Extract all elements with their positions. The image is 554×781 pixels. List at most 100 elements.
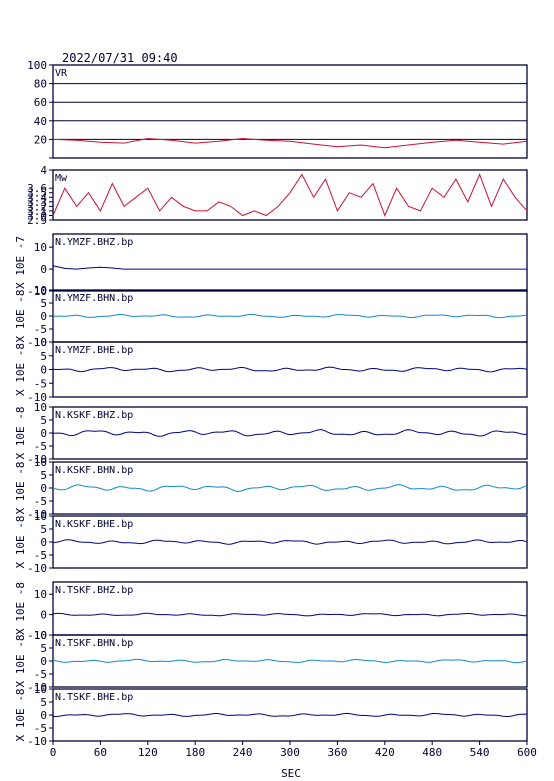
y-axis-label: X 10E -7 (14, 236, 27, 289)
y-tick-label: 3.0 (27, 209, 47, 222)
y-axis-label: X 10E -8 (14, 516, 27, 569)
panel-8: -10 0 10 N.TSKF.BHZ.bp X 10E -8 (14, 581, 528, 642)
y-tick-label: 0 (40, 427, 47, 440)
y-tick-label: 3.4 (27, 191, 47, 204)
y-tick-label: 100 (27, 59, 47, 72)
x-tick-label: 480 (422, 746, 442, 759)
y-tick-label: -10 (27, 391, 47, 404)
y-tick-label: -10 (27, 336, 47, 349)
y-tick-label: -10 (27, 629, 47, 642)
panel-title: N.TSKF.BHZ.bp (55, 585, 133, 596)
y-tick-label: 80 (34, 78, 47, 91)
y-tick-label: 60 (34, 96, 47, 109)
y-tick-label: -5 (34, 722, 47, 735)
panel-title: N.KSKF.BHZ.bp (55, 410, 133, 421)
x-tick-label: 180 (185, 746, 205, 759)
y-axis-label: X 10E -8 (14, 462, 27, 515)
x-axis-label: SEC (281, 767, 301, 780)
y-tick-label: -10 (27, 735, 47, 748)
y-tick-label: 0 (40, 655, 47, 668)
y-tick-label: 10 (34, 683, 47, 696)
y-tick-label: 10 (34, 629, 47, 642)
y-tick-label: 5 (40, 642, 47, 655)
y-tick-label: -5 (34, 549, 47, 562)
y-tick-label: 3.3 (27, 196, 47, 209)
panel-frame (52, 64, 528, 159)
series-line (52, 612, 527, 617)
panel-1: 2.93.03.13.23.33.43.53.6 4 Mw (27, 164, 528, 227)
series-line (52, 366, 528, 373)
y-tick-label: 3.1 (27, 205, 47, 218)
panel-title: N.TSKF.BHN.bp (55, 638, 133, 649)
y-tick-label: 5 (40, 469, 47, 482)
x-tick-label: 600 (517, 746, 537, 759)
y-tick-label: -5 (34, 323, 47, 336)
series-line (52, 313, 528, 319)
series-line (53, 429, 528, 437)
y-tick-label: 5 (40, 414, 47, 427)
x-tick-label: 60 (94, 746, 107, 759)
y-tick-label: 0 (40, 536, 47, 549)
y-tick-label: 0 (40, 263, 47, 276)
timestamp: 2022/07/31 09:40 (62, 51, 178, 65)
x-tick-label: 540 (470, 746, 490, 759)
series-line (52, 658, 528, 664)
y-axis-label: X 10E -8 (14, 689, 27, 742)
y-tick-label: 10 (34, 336, 47, 349)
y-tick-label: 0 (40, 310, 47, 323)
y-axis-label: X 10E -8 (14, 407, 27, 460)
y-tick-label: 10 (34, 588, 47, 601)
y-tick-label: 10 (34, 456, 47, 469)
y-tick-label: -5 (34, 440, 47, 453)
y-tick-label: -5 (34, 377, 47, 390)
panel-2: -10 0 10 N.YMZF.BHZ.bp X 10E -7 (14, 233, 528, 298)
y-tick-label: -10 (27, 562, 47, 575)
panel-title: VR (55, 68, 68, 79)
x-tick-label: 240 (233, 746, 253, 759)
series-line (52, 484, 528, 492)
panel-title: N.YMZF.BHZ.bp (55, 237, 133, 248)
y-tick-label: 5 (40, 696, 47, 709)
y-tick-label: 3.5 (27, 187, 47, 200)
y-axis-label: X 10E -8 (14, 582, 27, 635)
series-line (52, 539, 528, 545)
y-axis-label: X 10E -8 (14, 635, 27, 688)
y-tick-label: 10 (34, 510, 47, 523)
y-tick-label: 10 (34, 241, 47, 254)
y-tick-label: 10 (34, 284, 47, 297)
panel-title: Mw (55, 173, 68, 184)
y-tick-label: 5 (40, 350, 47, 363)
y-tick-label: -10 (27, 508, 47, 521)
y-tick-label: -10 (27, 285, 47, 298)
y-tick-label: 0 (40, 709, 47, 722)
y-tick-label: 3.2 (27, 200, 47, 213)
y-tick-label: 0 (40, 364, 47, 377)
panel-title: N.KSKF.BHE.bp (55, 519, 133, 530)
y-tick-label: 2.9 (27, 214, 47, 227)
x-tick-label: 120 (138, 746, 158, 759)
y-tick-label: 3.6 (27, 182, 47, 195)
y-tick-label: 4 (40, 164, 47, 177)
series-line (52, 137, 528, 149)
series-line (52, 712, 527, 717)
panel-title: N.YMZF.BHE.bp (55, 345, 133, 356)
y-tick-label: 0 (40, 482, 47, 495)
y-tick-label: 5 (40, 297, 47, 310)
y-tick-label: 0 (40, 609, 47, 622)
y-tick-label: -5 (34, 668, 47, 681)
x-tick-label: 420 (375, 746, 395, 759)
y-tick-label: 10 (34, 401, 47, 414)
y-tick-label: 5 (40, 523, 47, 536)
panel-title: N.KSKF.BHN.bp (55, 465, 133, 476)
y-tick-label: -10 (27, 453, 47, 466)
x-tick-label: 360 (327, 746, 347, 759)
panel-0: 20 40 60 80 100 VR (27, 59, 528, 159)
y-axis-label: X 10E -8 (14, 343, 27, 396)
